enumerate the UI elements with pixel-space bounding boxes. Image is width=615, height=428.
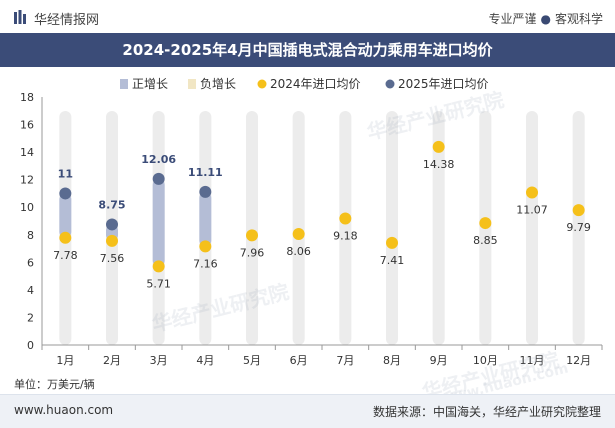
positive-growth-bar	[59, 193, 72, 238]
y-tick-label: 10	[20, 201, 34, 214]
chart: 0 2 4 6 8 10 12 14 16 18 1月 2月 3月 4月 5月 6月 7月 8月 9月 10月 11月 1…	[20, 77, 603, 367]
x-tick-label: 9月	[430, 354, 448, 367]
data-label-2024: 11.07	[516, 203, 548, 216]
chart-title: 2024-2025年4月中国插电式混合动力乘用车进口均价	[0, 33, 615, 67]
brand-name: 华经情报网	[34, 13, 100, 28]
legend-label: 正增长	[132, 77, 168, 91]
y-tick-label: 16	[20, 119, 34, 132]
data-source: 数据来源：中国海关，华经产业研究院整理	[372, 405, 601, 419]
x-tick-label: 10月	[473, 354, 498, 367]
point-2025	[152, 172, 165, 185]
point-2024	[199, 240, 212, 253]
background-band	[572, 111, 585, 345]
data-label-2024: 8.06	[286, 245, 311, 258]
x-tick-label: 4月	[196, 354, 214, 367]
background-band	[526, 111, 538, 345]
bullet-icon: ●	[540, 12, 551, 26]
legend-label: 2025年进口均价	[398, 77, 489, 91]
data-label-2024: 7.41	[380, 254, 405, 267]
legend-swatch	[257, 79, 267, 89]
y-tick-label: 18	[20, 91, 34, 104]
point-2024	[246, 229, 258, 242]
legend-label: 负增长	[200, 77, 236, 91]
x-tick-label: 5月	[243, 354, 261, 367]
point-2024	[526, 186, 538, 199]
point-2025	[59, 187, 72, 200]
data-label-2024: 7.78	[53, 249, 78, 262]
y-tick-label: 4	[27, 284, 34, 297]
y-tick-label: 8	[27, 229, 34, 242]
top-bar: 华经情报网 专业严谨 ● 客观科学	[0, 0, 615, 33]
point-2024	[572, 204, 585, 217]
data-label-2024: 14.38	[423, 158, 455, 171]
unit-label: 单位：万美元/辆	[14, 378, 95, 391]
data-label-2025: 11	[58, 167, 73, 180]
logo-icon	[14, 10, 26, 24]
x-tick-label: 1月	[56, 354, 74, 367]
y-tick-label: 6	[27, 256, 34, 269]
background-band	[339, 111, 352, 345]
point-2025	[199, 185, 212, 198]
point-2024	[479, 217, 492, 230]
x-tick-label: 6月	[290, 354, 308, 367]
data-label-2024: 8.85	[473, 234, 498, 247]
x-tick-label: 3月	[150, 354, 168, 367]
x-tick-label: 2月	[103, 354, 121, 367]
data-label-2024: 9.79	[566, 221, 591, 234]
website-link[interactable]: www.huaon.com	[14, 403, 114, 417]
y-tick-label: 12	[20, 174, 34, 187]
point-2024	[386, 236, 398, 249]
x-tick-label: 8月	[383, 354, 401, 367]
tagline-b: 客观科学	[554, 12, 603, 26]
background-band	[246, 111, 258, 345]
footer: www.huaon.com 数据来源：中国海关，华经产业研究院整理	[0, 394, 615, 428]
tagline-a: 专业严谨	[488, 12, 537, 26]
data-label-2025: 8.75	[98, 198, 125, 211]
point-2024	[339, 212, 352, 225]
point-2024	[292, 227, 305, 240]
x-tick-label: 11月	[520, 354, 545, 367]
y-tick-label: 14	[20, 146, 34, 159]
point-2024	[59, 231, 72, 244]
y-tick-label: 2	[27, 311, 34, 324]
legend-swatch	[385, 79, 395, 89]
point-2024	[152, 260, 165, 273]
legend-label: 2024年进口均价	[270, 77, 361, 91]
background-band	[432, 111, 445, 345]
legend-swatch	[188, 79, 196, 89]
legend-swatch	[120, 79, 128, 89]
data-label-2024: 5.71	[146, 277, 171, 290]
point-2025	[106, 218, 118, 231]
point-2024	[106, 234, 118, 247]
positive-growth-bar	[199, 191, 212, 247]
tagline: 专业严谨 ● 客观科学	[488, 10, 603, 27]
data-label-2025: 12.06	[141, 153, 176, 166]
positive-growth-bar	[152, 178, 165, 267]
x-tick-label: 12月	[566, 354, 591, 367]
background-band	[386, 111, 398, 345]
data-label-2025: 11.11	[188, 166, 223, 179]
data-label-2024: 7.56	[100, 252, 125, 265]
y-tick-label: 0	[27, 339, 34, 352]
data-label-2024: 9.18	[333, 230, 358, 243]
data-label-2024: 7.96	[240, 246, 265, 259]
data-label-2024: 7.16	[193, 257, 218, 270]
x-tick-label: 7月	[336, 354, 354, 367]
point-2024	[432, 140, 445, 153]
